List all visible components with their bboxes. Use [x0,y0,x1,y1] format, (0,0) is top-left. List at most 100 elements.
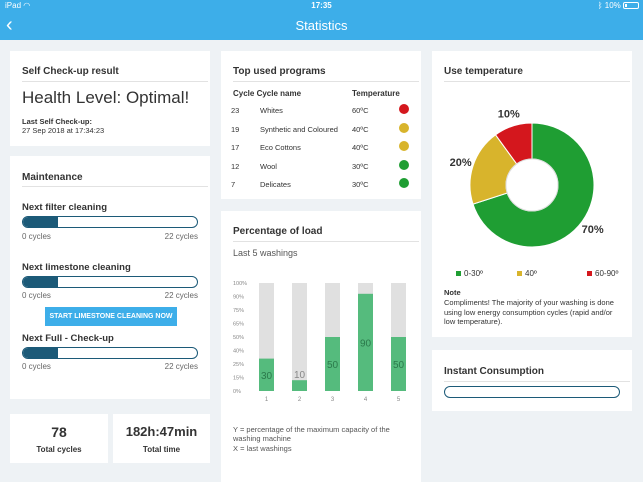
filter-min: 0 cycles [22,232,51,241]
clock: 17:35 [311,1,332,10]
note-title: Note [444,288,461,297]
program-name: Synthetic and Coloured [260,124,338,134]
chevron-left-icon[interactable]: ‹ [6,14,13,36]
program-temperature: 30ºC [352,180,369,189]
y-tick-label: 75% [233,308,244,314]
temperature-legend: 0-30º 40º 60-90º [442,269,632,281]
temperature-dot-icon [399,178,409,188]
total-cycles-card: 78 Total cycles [10,414,108,463]
maintenance-card: Maintenance Next filter cleaning 0 cycle… [10,156,210,399]
program-temperature: 40ºC [352,143,369,152]
col-temp-header: Temperature [352,89,400,98]
device-label: iPad ◠ [5,1,31,10]
divider [444,381,630,382]
self-check-heading: Self Check-up result [22,66,119,77]
y-tick-label: 25% [233,362,244,368]
temperature-dot-icon [399,159,409,170]
program-count: 23 [231,106,240,115]
x-tick-label: 2 [298,397,302,403]
program-count: 19 [231,124,240,134]
top-programs-heading: Top used programs [233,66,326,77]
y-tick-label: 40% [233,349,244,355]
bar-value-label: 90 [360,338,372,349]
instant-consumption-card: Instant Consumption [432,350,632,411]
donut-percent-label: 10% [498,109,520,121]
program-temperature: 60ºC [352,106,369,115]
legend-swatch [587,271,592,276]
program-temperature: 30ºC [352,161,369,171]
program-count: 7 [231,180,236,189]
donut-percent-label: 20% [450,157,472,169]
filter-max: 22 cycles [164,232,198,241]
divider [22,186,208,187]
use-temperature-card: Use temperature 70% 20% 10% 0-30º 40º 60-90º… [432,51,632,337]
temperature-donut-chart: 70% 20% 10% [450,109,604,248]
bar [259,358,274,391]
limestone-progress-fill [23,277,58,287]
program-row: 23 Whites 60ºC [231,101,413,120]
program-temperature: 40ºC [352,124,369,134]
bar [292,380,307,391]
program-row: 7 Delicates 30ºC [231,175,413,194]
divider [233,241,419,242]
start-limestone-cleaning-button[interactable]: START LIMESTONE CLEANING NOW [45,307,177,326]
total-cycles-label: Total cycles [36,445,82,454]
filter-progress-fill [23,217,58,227]
legend-label: 40º [525,269,537,278]
bar-value-label: 50 [393,360,405,371]
full-check-progress-bar [22,347,198,359]
program-row: 17 Eco Cottons 40ºC [231,138,413,157]
full-check-max: 22 cycles [164,362,198,371]
y-tick-label: 0% [233,389,241,395]
program-count: 12 [231,161,240,171]
full-check-label: Next Full - Check-up [22,333,114,344]
program-count: 17 [231,143,240,152]
temperature-dot-icon [399,141,409,151]
divider [233,81,419,82]
legend-item: 60-90º [587,269,618,278]
y-tick-label: 90% [233,295,244,301]
filter-label: Next filter cleaning [22,202,107,213]
load-subtitle: Last 5 washings [233,248,298,258]
total-time-card: 182h:47min Total time [113,414,210,463]
program-name: Eco Cottons [260,143,301,152]
battery-percent: 10% [604,1,621,10]
bar [391,337,406,391]
total-time-value: 182h:47min [125,424,198,439]
limestone-progress-bar [22,276,198,288]
divider [22,81,208,82]
maintenance-heading: Maintenance [22,172,83,183]
programs-list: 23 Whites 60ºC 19 Synthetic and Coloured 40ºC… [231,101,413,194]
battery-icon [623,2,639,9]
top-programs-card: Top used programs Cycle Cycle name Tempe… [221,51,421,199]
program-row: 19 Synthetic and Coloured 40ºC [231,120,413,139]
temperature-dot-icon [399,122,409,133]
y-tick-label: 65% [233,322,244,328]
col-cycle-header: Cycle Cycle name [233,89,302,98]
x-tick-label: 4 [364,397,368,403]
last-check-value: 27 Sep 2018 at 17:34:23 [22,126,105,135]
legend-label: 0-30º [464,269,483,278]
total-cycles-value: 78 [51,424,67,440]
y-tick-label: 100% [233,281,247,287]
x-tick-label: 5 [397,397,401,403]
bar-value-label: 30 [261,371,273,382]
program-name: Delicates [260,180,291,189]
wifi-icon: ◠ [23,1,31,10]
legend-item: 0-30º [456,269,483,278]
total-time-label: Total time [142,445,181,454]
program-name: Wool [260,161,277,171]
full-check-progress-fill [23,348,58,358]
status-bar: iPad ◠ 17:35 ᛒ 10% [0,0,643,12]
load-heading: Percentage of load [233,226,323,237]
load-note-x: X = last washings [233,444,292,453]
page-title: Statistics [295,18,348,33]
legend-item: 40º [517,269,537,278]
legend-swatch [517,271,522,276]
program-name: Whites [260,106,283,115]
health-level: Health Level: Optimal! [22,88,190,107]
donut-percent-label: 70% [582,224,604,236]
y-tick-label: 15% [233,376,244,382]
use-temperature-heading: Use temperature [444,66,523,77]
instant-consumption-bar [444,386,620,398]
